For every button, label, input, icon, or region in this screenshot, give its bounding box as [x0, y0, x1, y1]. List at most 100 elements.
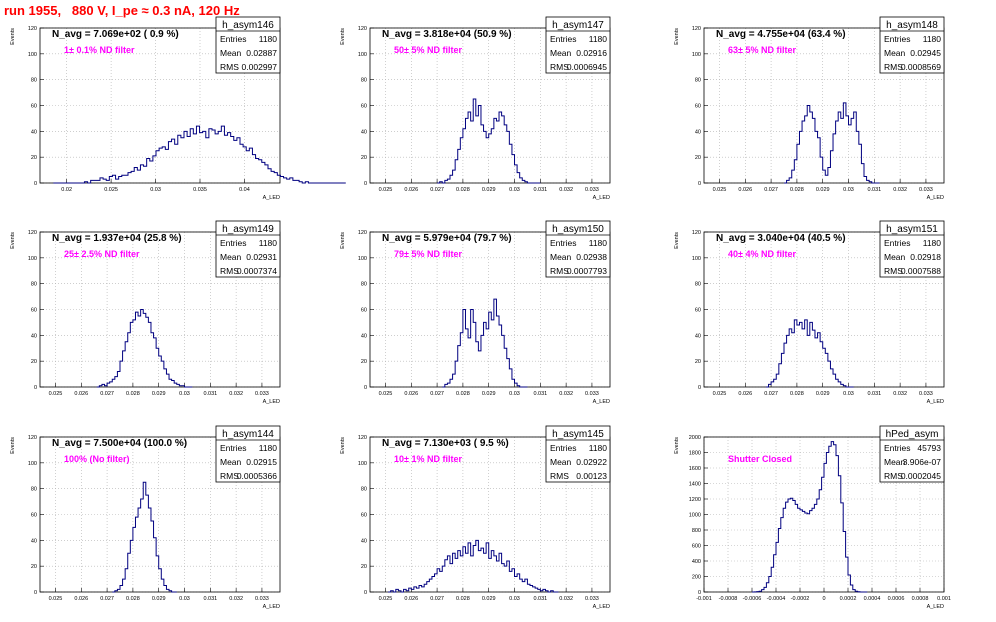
x-tick-label: 0.032 [559, 187, 573, 193]
x-tick-label: 0.032 [559, 391, 573, 397]
stats-label: Entries [550, 238, 576, 248]
y-tick-label: 100 [28, 52, 37, 58]
y-tick-label: 120 [28, 435, 37, 441]
stats-label: Mean [550, 252, 572, 262]
stats-label: RMS [550, 62, 569, 72]
stats-value: 0.0008569 [901, 62, 941, 72]
y-axis-label: Events [10, 437, 16, 454]
x-tick-label: 0.032 [229, 391, 243, 397]
stats-value: 1180 [923, 238, 942, 248]
x-axis-label: A_LED [263, 604, 280, 610]
y-tick-label: 1600 [689, 466, 701, 472]
x-tick-label: 0.03 [509, 187, 520, 193]
x-tick-label: 0.026 [74, 391, 88, 397]
x-tick-label: 0.0004 [864, 596, 881, 602]
x-tick-label: 0.029 [482, 187, 496, 193]
stats-label: Entries [884, 34, 910, 44]
stats-label: Entries [220, 238, 246, 248]
x-tick-label: 0.026 [738, 391, 752, 397]
x-axis-label: A_LED [927, 195, 944, 201]
x-tick-label: 0.032 [893, 391, 907, 397]
x-tick-label: 0.025 [379, 187, 393, 193]
x-tick-label: 0.028 [456, 596, 470, 602]
histogram-panel: 0.025 0.026 0.027 0.028 0.029 0.03 0.031 0.032 0… [340, 220, 611, 405]
x-tick-label: 0.03 [509, 596, 520, 602]
stats-value: 45793 [917, 443, 941, 453]
stats-label: RMS [550, 471, 569, 481]
y-tick-label: 800 [692, 528, 701, 534]
histogram-name: h_asym148 [886, 20, 938, 31]
y-tick-label: 120 [692, 230, 701, 236]
y-axis-label: Events [340, 232, 346, 249]
stats-value: 1180 [589, 238, 608, 248]
x-tick-label: 0.026 [404, 187, 418, 193]
stats-box [545, 16, 611, 74]
x-tick-label: 0.027 [100, 596, 114, 602]
stats-value: 1180 [259, 238, 278, 248]
stats-label: RMS [220, 266, 239, 276]
y-tick-label: 0 [364, 385, 367, 391]
histogram-panel: 0.025 0.026 0.027 0.028 0.029 0.03 0.031 0.032 0… [340, 16, 611, 201]
navg-label: N_avg = 1.937e+04 (25.8 %) [52, 233, 182, 244]
filter-annotation: 10± 1% ND filter [394, 454, 462, 464]
y-tick-label: 0 [698, 385, 701, 391]
x-tick-label: 0.025 [713, 391, 727, 397]
x-tick-label: 0.027 [430, 391, 444, 397]
y-axis-label: Events [10, 28, 16, 45]
stats-label: Entries [220, 34, 246, 44]
y-tick-label: 400 [692, 559, 701, 565]
x-tick-label: 0.035 [193, 187, 207, 193]
filter-annotation: 40± 4% ND filter [728, 249, 796, 259]
navg-label: N_avg = 7.130e+03 ( 9.5 %) [382, 438, 509, 449]
stats-value: 1180 [589, 443, 608, 453]
x-axis-label: A_LED [927, 399, 944, 405]
stats-value: 0.02922 [576, 457, 607, 467]
x-tick-label: 0.031 [203, 391, 217, 397]
x-tick-label: 0.032 [893, 187, 907, 193]
y-tick-label: 80 [361, 487, 367, 493]
histogram-name: h_asym145 [552, 429, 604, 440]
stats-label: Mean [884, 48, 906, 58]
x-tick-label: 0.03 [179, 596, 190, 602]
x-tick-label: 0.033 [919, 187, 933, 193]
y-tick-label: 100 [358, 52, 367, 58]
y-tick-label: 60 [31, 104, 37, 110]
histogram-panel: 0.025 0.026 0.027 0.028 0.029 0.03 0.031 0.032 0… [340, 425, 611, 610]
x-tick-label: 0.031 [533, 391, 547, 397]
navg-label: N_avg = 7.069e+02 ( 0.9 %) [52, 29, 179, 40]
stats-value: 0.0007588 [901, 266, 941, 276]
histogram-panel: 0.025 0.026 0.027 0.028 0.029 0.03 0.031 0.032 0… [10, 220, 281, 405]
y-tick-label: 20 [695, 155, 701, 161]
x-tick-label: 0.033 [255, 391, 269, 397]
y-tick-label: 100 [28, 461, 37, 467]
x-tick-label: -0.0002 [791, 596, 810, 602]
histogram-name: h_asym144 [222, 429, 274, 440]
stats-value: 0.0005366 [237, 471, 277, 481]
x-tick-label: 0.031 [867, 391, 881, 397]
x-axis-label: A_LED [927, 604, 944, 610]
x-axis-label: A_LED [593, 399, 610, 405]
x-tick-label: 0.027 [430, 596, 444, 602]
y-tick-label: 120 [28, 26, 37, 32]
stats-value: 0.02938 [576, 252, 607, 262]
x-axis-label: A_LED [593, 604, 610, 610]
x-tick-label: 0.033 [255, 596, 269, 602]
stats-value: 0.02915 [246, 457, 277, 467]
stats-label: RMS [550, 266, 569, 276]
x-tick-label: -0.0004 [767, 596, 786, 602]
stats-box [215, 425, 281, 483]
y-tick-label: 0 [34, 590, 37, 596]
y-tick-label: 20 [361, 564, 367, 570]
x-tick-label: 0.025 [713, 187, 727, 193]
stats-label: Entries [884, 238, 910, 248]
y-tick-label: 60 [361, 308, 367, 314]
histogram-bars [96, 309, 193, 388]
x-tick-label: 0.04 [239, 187, 250, 193]
y-tick-label: 120 [358, 435, 367, 441]
histogram-panel: -0.001 -0.0008 -0.0006 -0.0004 -0.0002 0 0.000… [674, 425, 951, 610]
y-tick-label: 60 [31, 513, 37, 519]
x-tick-label: 0 [822, 596, 825, 602]
stats-value: 0.02931 [246, 252, 277, 262]
stats-box [545, 425, 611, 483]
